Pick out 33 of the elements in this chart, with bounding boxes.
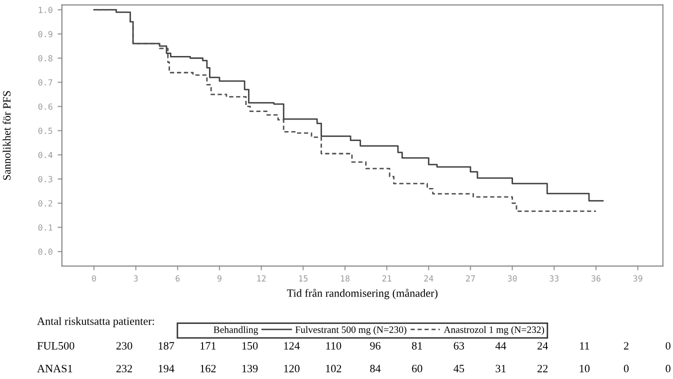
x-tick-label: 18: [340, 275, 350, 282]
x-tick-label: 36: [592, 275, 600, 282]
legend-label: Anastrozol 1 mg (N=232): [444, 326, 544, 335]
y-tick-label: 0.7: [38, 79, 52, 86]
x-tick-label: 12: [257, 275, 266, 282]
x-tick-label: 9: [217, 275, 222, 282]
x-axis-title: Tid från randomisering (månader): [287, 288, 438, 300]
text: Antal riskutsatta patienter:: [37, 317, 154, 328]
x-tick-label: 6: [176, 275, 180, 282]
y-tick-label: 0.5: [38, 128, 52, 134]
y-tick-label: 0.0: [38, 248, 52, 255]
y-tick-label: 0.1: [38, 224, 52, 231]
text: ANAS1 232 194 162 139 120 102 84 60 45 31 22 10 0 0: [37, 364, 670, 372]
x-tick-label: 27: [466, 275, 475, 282]
x-tick-label: 30: [508, 275, 517, 282]
legend-label: Fulvestrant 500 mg (N=230): [295, 326, 406, 335]
y-tick-label: 0.8: [38, 55, 52, 62]
y-tick-label: 0.4: [38, 152, 52, 158]
text: FUL500 230 187 171 150 124 110 96 81 63 44 24 11 2 0: [37, 342, 670, 350]
y-tick-label: 0.2: [38, 200, 52, 206]
legend-title: Behandling: [214, 326, 258, 335]
x-tick-label: 3: [134, 275, 138, 282]
x-tick-label: 21: [382, 275, 392, 282]
x-tick-label: 24: [424, 275, 434, 282]
y-axis-title: Sannolikhet för PFS: [2, 91, 11, 180]
y-tick-label: 0.9: [38, 30, 52, 38]
y-tick-label: 0.3: [38, 176, 52, 182]
x-tick-label: 15: [299, 275, 308, 282]
x-tick-label: 0: [92, 275, 96, 282]
x-tick-label: 39: [633, 275, 642, 282]
x-tick-label: 33: [550, 275, 559, 282]
y-tick-label: 1.0: [38, 6, 52, 14]
y-tick-label: 0.6: [38, 103, 52, 110]
